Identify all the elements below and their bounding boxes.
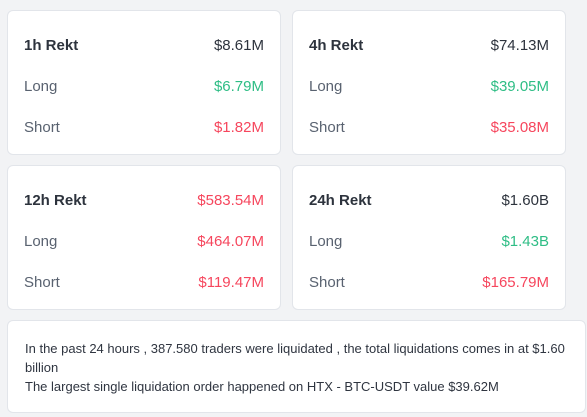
long-label: Long — [309, 78, 343, 95]
card-header: 1h Rekt $8.61M — [24, 37, 264, 55]
long-value: $464.07M — [197, 233, 264, 250]
long-row: Long $39.05M — [309, 78, 549, 96]
long-label: Long — [309, 233, 343, 250]
card-header: 24h Rekt $1.60B — [309, 192, 549, 210]
short-value: $165.79M — [482, 274, 549, 291]
card-total: $74.13M — [490, 37, 549, 54]
card-header: 4h Rekt $74.13M — [309, 37, 549, 55]
summary-line-2: The largest single liquidation order hap… — [25, 379, 499, 394]
short-label: Short — [309, 119, 345, 136]
long-row: Long $1.43B — [309, 233, 549, 251]
short-value: $35.08M — [490, 119, 549, 136]
card-title: 24h Rekt — [309, 192, 372, 209]
card-title: 4h Rekt — [309, 37, 364, 54]
short-value: $1.82M — [213, 119, 264, 136]
short-row: Short $119.47M — [24, 274, 264, 292]
card-total: $1.60B — [501, 192, 549, 209]
long-value: $1.43B — [501, 233, 549, 250]
long-value: $39.05M — [490, 78, 549, 95]
long-value: $6.79M — [213, 78, 264, 95]
rekt-card-24h: 24h Rekt $1.60B Long $1.43B Short $165.7… — [292, 165, 566, 310]
short-value: $119.47M — [198, 274, 264, 291]
short-label: Short — [24, 274, 60, 291]
short-label: Short — [24, 119, 60, 136]
card-title: 1h Rekt — [24, 37, 79, 54]
long-row: Long $464.07M — [24, 233, 264, 251]
rekt-card-4h: 4h Rekt $74.13M Long $39.05M Short $35.0… — [292, 10, 566, 155]
short-row: Short $35.08M — [309, 119, 549, 137]
short-row: Short $1.82M — [24, 119, 264, 137]
card-header: 12h Rekt $583.54M — [24, 192, 264, 210]
long-label: Long — [24, 78, 58, 95]
card-title: 12h Rekt — [24, 192, 87, 209]
long-label: Long — [24, 233, 58, 250]
long-row: Long $6.79M — [24, 78, 264, 96]
card-total: $583.54M — [197, 192, 264, 209]
rekt-card-1h: 1h Rekt $8.61M Long $6.79M Short $1.82M — [7, 10, 281, 155]
short-row: Short $165.79M — [309, 274, 549, 292]
rekt-card-12h: 12h Rekt $583.54M Long $464.07M Short $1… — [7, 165, 281, 310]
short-label: Short — [309, 274, 345, 291]
liquidation-summary: In the past 24 hours , 387.580 traders w… — [7, 320, 586, 413]
card-total: $8.61M — [213, 37, 264, 54]
summary-line-1: In the past 24 hours , 387.580 traders w… — [25, 341, 565, 375]
